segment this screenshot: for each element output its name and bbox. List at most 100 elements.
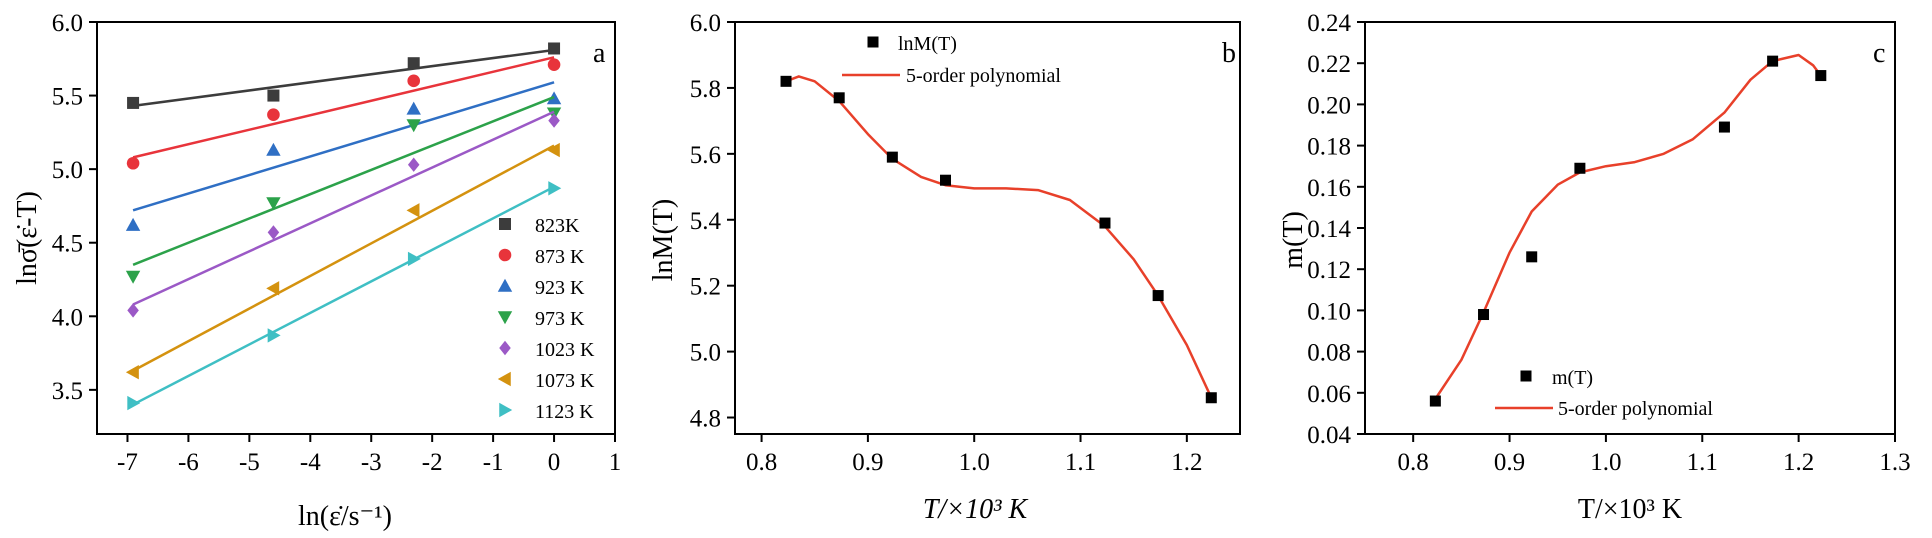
panel-b-point [1099,217,1111,229]
panel-c-label: c [1873,38,1885,69]
panel-a-ytick-label: 5.5 [52,84,83,111]
panel-b-point [886,151,898,163]
panel-a-point [266,281,280,296]
panel-b-ytick-label: 5.2 [690,274,721,301]
panel-b-xlabel: T/×10³ K [923,494,1029,525]
panel-a-legend-label: 923 K [535,277,585,299]
panel-a-ytick-label: 6.0 [52,10,83,37]
panel-a-legend-marker [499,218,511,230]
panel-a-point [407,251,421,267]
panel-a-xtick-label: -1 [483,449,504,476]
panel-b-axes: 0.8 0.9 1.0 1.1 1.2 4.8 5.0 5.2 5.4 5.6 5.8 6.0 [690,10,1241,476]
panel-a-fit-line [132,56,555,159]
panel-a-fit-line [132,144,555,372]
panel-a-point [127,96,140,109]
panel-a-legend: 823K 873 K 923 K 973 K 1023 K 1073 K 1123 K [497,215,595,423]
panel-c-polynomial-curve [1434,53,1822,400]
panel-c-ytick-label: 0.14 [1307,216,1351,243]
panel-c-ytick-label: 0.24 [1307,10,1351,37]
panel-b-ytick-label: 5.6 [690,142,721,169]
panel-a-legend-label: 973 K [535,308,585,330]
panel-a-point [267,328,281,343]
panel-b-ytick-label: 5.4 [690,208,722,235]
panel-a-point [406,101,421,115]
panel-b-ytick-label: 6.0 [690,10,721,37]
panel-a-point [267,89,280,102]
panel-c: 0.8 0.9 1.0 1.1 1.2 1.3 0.04 0.06 0.08 0.10 0.12 0.… [1278,10,1911,525]
panel-a-fit-line [132,81,555,212]
panel-a-point [406,203,420,218]
panel-c-ytick-label: 0.08 [1307,340,1351,367]
panel-c-plot-area [1429,53,1827,407]
panel-b-point [833,92,845,104]
panel-a: -7 -6 -5 -4 -3 -2 -1 0 1 3.5 4.0 4.5 5.0 5.5 6.0 a ln(… [12,10,621,532]
panel-b-polynomial-curve [785,75,1213,399]
panel-c-ytick-label: 0.18 [1307,134,1351,161]
panel-c-xtick-label: 1.3 [1879,449,1910,476]
panel-b-legend: lnM(T) 5-order polynomial [842,33,1061,87]
panel-c-xtick-label: 1.0 [1590,449,1621,476]
panel-c-legend-label: m(T) [1552,367,1593,389]
panel-c-point [1526,251,1538,263]
panel-a-plot-area [125,42,562,411]
panel-a-legend-marker [497,278,513,292]
panel-b-plot-area [780,75,1217,404]
panel-a-point [127,303,139,318]
panel-b-legend-marker [867,36,879,48]
panel-c-point [1815,70,1827,82]
panel-a-legend-label: 823K [535,215,580,237]
panel-c-ytick-label: 0.20 [1307,92,1351,119]
panel-c-ytick-label: 0.16 [1307,175,1351,202]
panel-b-ytick-label: 4.8 [690,406,721,433]
panel-b-xtick-label: 1.0 [959,449,990,476]
panel-a-xtick-label: 0 [548,449,561,476]
panel-a-ytick-label: 4.5 [52,231,83,258]
panel-a-point [266,142,281,156]
panel-a-legend-label: 1023 K [535,339,595,361]
panel-a-xtick-label: -3 [361,449,382,476]
panel-a-xtick-label: -4 [300,449,321,476]
panel-b: 0.8 0.9 1.0 1.1 1.2 4.8 5.0 5.2 5.4 5.6 5.8 6.0 b T… [648,10,1241,525]
panel-a-ylabel: lnσ̄(ε̇-T) [12,191,43,285]
panel-c-ytick-label: 0.12 [1307,257,1351,284]
panel-c-xtick-label: 0.9 [1494,449,1525,476]
panel-b-point [940,174,952,186]
panel-a-legend-marker [497,311,513,325]
panel-a-point [125,365,139,380]
panel-a-legend-marker [498,248,512,262]
panel-a-fit-line [132,48,555,108]
panel-a-xtick-label: -6 [178,449,199,476]
panel-b-legend-label: lnM(T) [898,33,957,55]
panel-c-ytick-label: 0.06 [1307,381,1351,408]
panel-a-point [546,142,560,158]
panel-a-point [127,395,141,411]
panel-b-xtick-label: 1.2 [1171,449,1202,476]
panel-c-xtick-label: 1.1 [1687,449,1718,476]
panel-a-xtick-label: -2 [422,449,443,476]
panel-a-point [267,108,280,121]
panel-a-legend-label: 1123 K [535,401,594,423]
panel-c-point [1767,55,1779,67]
panel-c-ytick-label: 0.22 [1307,51,1351,78]
panel-b-xtick-label: 0.9 [852,449,883,476]
panel-b-frame [734,21,1241,435]
panel-a-legend-marker [499,402,513,418]
panel-b-point [780,75,792,87]
panel-a-fit-line [132,185,555,406]
panel-c-axes: 0.8 0.9 1.0 1.1 1.2 1.3 0.04 0.06 0.08 0.10 0.12 0.… [1307,10,1910,476]
panel-a-xtick-label: -5 [239,449,260,476]
panel-a-legend-label: 1073 K [535,370,595,392]
panel-c-legend: m(T) 5-order polynomial [1495,367,1713,420]
panel-a-ytick-label: 4.0 [52,304,83,331]
panel-a-ytick-label: 5.0 [52,157,83,184]
panel-a-legend-marker [499,340,511,356]
panel-a-xtick-label: 1 [609,449,622,476]
panel-c-xlabel: T/×10³ K [1578,494,1682,525]
panel-a-point [267,225,280,240]
panel-c-xtick-label: 0.8 [1398,449,1429,476]
panel-c-point [1718,121,1730,133]
panel-a-point [125,217,141,231]
panel-b-ylabel: lnM(T) [648,199,679,281]
panel-b-point [1205,392,1217,404]
